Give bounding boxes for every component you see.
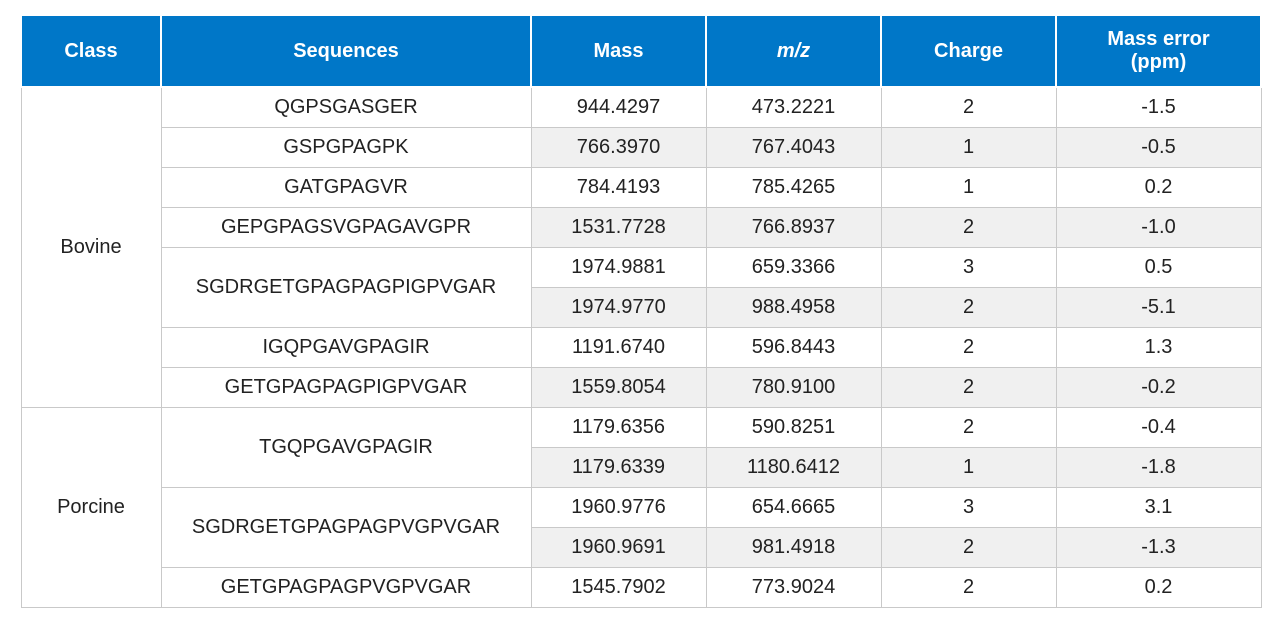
cell-mass: 1974.9881	[531, 248, 706, 288]
cell-ppm: 0.5	[1056, 248, 1261, 288]
cell-class: Bovine	[21, 87, 161, 408]
cell-mz: 654.6665	[706, 488, 881, 528]
cell-mz: 988.4958	[706, 288, 881, 328]
cell-sequence: SGDRGETGPAGPAGPIGPVGAR	[161, 248, 531, 328]
cell-sequence: GEPGPAGSVGPAGAVGPR	[161, 208, 531, 248]
cell-ppm: 1.3	[1056, 328, 1261, 368]
cell-mass: 1960.9776	[531, 488, 706, 528]
cell-charge: 2	[881, 528, 1056, 568]
cell-charge: 2	[881, 208, 1056, 248]
cell-mz: 766.8937	[706, 208, 881, 248]
table-row: IGQPGAVGPAGIR1191.6740596.844321.3	[21, 328, 1261, 368]
cell-sequence: IGQPGAVGPAGIR	[161, 328, 531, 368]
cell-mz: 1180.6412	[706, 448, 881, 488]
col-mass-error-line2: (ppm)	[1065, 51, 1252, 74]
table-row: GETGPAGPAGPVGPVGAR1545.7902773.902420.2	[21, 568, 1261, 608]
cell-mz: 659.3366	[706, 248, 881, 288]
table-row: SGDRGETGPAGPAGPIGPVGAR1974.9881659.33663…	[21, 248, 1261, 288]
cell-mz: 981.4918	[706, 528, 881, 568]
cell-mass: 1179.6339	[531, 448, 706, 488]
cell-sequence: TGQPGAVGPAGIR	[161, 408, 531, 488]
cell-mass: 1559.8054	[531, 368, 706, 408]
cell-sequence: QGPSGASGER	[161, 87, 531, 128]
cell-charge: 2	[881, 328, 1056, 368]
cell-mass: 1974.9770	[531, 288, 706, 328]
col-mz: m/z	[706, 15, 881, 87]
cell-mz: 473.2221	[706, 87, 881, 128]
cell-ppm: -0.5	[1056, 128, 1261, 168]
cell-ppm: -0.4	[1056, 408, 1261, 448]
cell-mass: 1191.6740	[531, 328, 706, 368]
table-header-row: Class Sequences Mass m/z Charge Mass err…	[21, 15, 1261, 87]
cell-mz: 596.8443	[706, 328, 881, 368]
cell-charge: 1	[881, 448, 1056, 488]
cell-charge: 3	[881, 488, 1056, 528]
table-row: SGDRGETGPAGPAGPVGPVGAR1960.9776654.66653…	[21, 488, 1261, 528]
cell-charge: 2	[881, 87, 1056, 128]
cell-mz: 773.9024	[706, 568, 881, 608]
cell-charge: 3	[881, 248, 1056, 288]
table-row: GETGPAGPAGPIGPVGAR1559.8054780.91002-0.2	[21, 368, 1261, 408]
cell-mz: 767.4043	[706, 128, 881, 168]
table-row: PorcineTGQPGAVGPAGIR1179.6356590.82512-0…	[21, 408, 1261, 448]
cell-ppm: -1.5	[1056, 87, 1261, 128]
col-mass-error: Mass error (ppm)	[1056, 15, 1261, 87]
table-row: GSPGPAGPK766.3970767.40431-0.5	[21, 128, 1261, 168]
cell-ppm: -5.1	[1056, 288, 1261, 328]
cell-mass: 1545.7902	[531, 568, 706, 608]
cell-ppm: -1.0	[1056, 208, 1261, 248]
col-sequences: Sequences	[161, 15, 531, 87]
table-row: GATGPAGVR784.4193785.426510.2	[21, 168, 1261, 208]
cell-class: Porcine	[21, 408, 161, 608]
col-class: Class	[21, 15, 161, 87]
cell-charge: 2	[881, 568, 1056, 608]
peptide-table: Class Sequences Mass m/z Charge Mass err…	[20, 14, 1262, 608]
table-row: BovineQGPSGASGER944.4297473.22212-1.5	[21, 87, 1261, 128]
cell-ppm: -1.3	[1056, 528, 1261, 568]
col-mass: Mass	[531, 15, 706, 87]
cell-ppm: 3.1	[1056, 488, 1261, 528]
cell-mass: 784.4193	[531, 168, 706, 208]
cell-charge: 2	[881, 368, 1056, 408]
cell-ppm: -0.2	[1056, 368, 1261, 408]
cell-ppm: 0.2	[1056, 168, 1261, 208]
cell-charge: 1	[881, 128, 1056, 168]
cell-sequence: GETGPAGPAGPIGPVGAR	[161, 368, 531, 408]
cell-mz: 785.4265	[706, 168, 881, 208]
cell-sequence: GETGPAGPAGPVGPVGAR	[161, 568, 531, 608]
cell-ppm: 0.2	[1056, 568, 1261, 608]
cell-charge: 2	[881, 408, 1056, 448]
cell-sequence: SGDRGETGPAGPAGPVGPVGAR	[161, 488, 531, 568]
cell-mz: 780.9100	[706, 368, 881, 408]
cell-mass: 1179.6356	[531, 408, 706, 448]
table-container: Class Sequences Mass m/z Charge Mass err…	[0, 0, 1280, 622]
cell-mass: 944.4297	[531, 87, 706, 128]
cell-charge: 2	[881, 288, 1056, 328]
cell-mass: 1960.9691	[531, 528, 706, 568]
table-row: GEPGPAGSVGPAGAVGPR1531.7728766.89372-1.0	[21, 208, 1261, 248]
col-mz-label: m/z	[777, 40, 810, 62]
cell-charge: 1	[881, 168, 1056, 208]
cell-sequence: GSPGPAGPK	[161, 128, 531, 168]
table-body: BovineQGPSGASGER944.4297473.22212-1.5GSP…	[21, 87, 1261, 608]
cell-sequence: GATGPAGVR	[161, 168, 531, 208]
col-mass-error-line1: Mass error	[1065, 28, 1252, 51]
col-charge: Charge	[881, 15, 1056, 87]
cell-mz: 590.8251	[706, 408, 881, 448]
cell-ppm: -1.8	[1056, 448, 1261, 488]
cell-mass: 1531.7728	[531, 208, 706, 248]
cell-mass: 766.3970	[531, 128, 706, 168]
